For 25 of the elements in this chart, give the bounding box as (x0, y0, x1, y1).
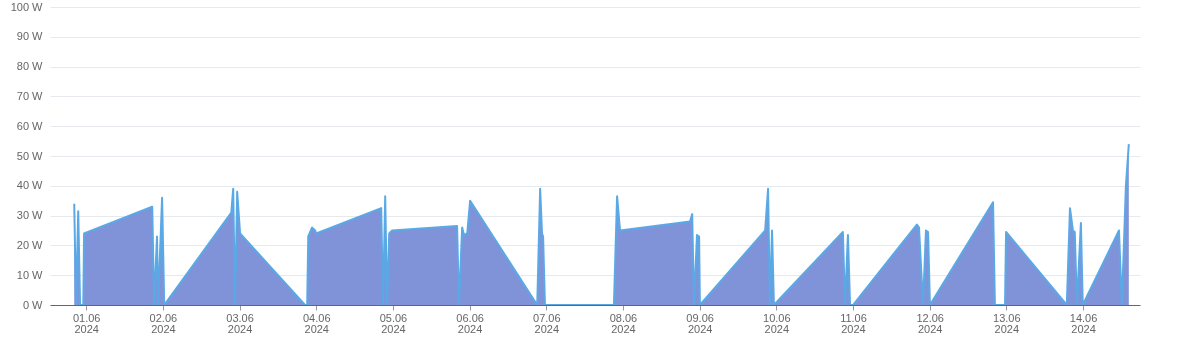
x-tick-label: 11.06 2024 (840, 311, 867, 335)
x-tick-label: 10.06 2024 (763, 311, 791, 335)
y-tick-label: 50 W (16, 149, 44, 162)
y-tick-label: 30 W (16, 209, 44, 222)
x-tick-label: 01.06 2024 (72, 311, 101, 335)
y-tick-label: 70 W (16, 89, 44, 102)
x-tick-label: 08.06 2024 (609, 311, 638, 335)
x-tick-label: 02.06 2024 (149, 311, 178, 335)
y-tick-label: 20 W (16, 238, 44, 251)
y-tick-label: 60 W (16, 119, 44, 132)
x-tick-label: 04.06 2024 (302, 311, 331, 335)
x-tick-label: 14.06 2024 (1069, 311, 1098, 335)
x-tick-label: 07.06 2024 (533, 311, 561, 335)
x-tick-label: 12.06 2024 (916, 311, 944, 335)
y-tick-label: 10 W (16, 268, 44, 281)
x-tick-label: 05.06 2024 (379, 311, 408, 335)
x-tick-label: 13.06 2024 (993, 311, 1021, 335)
y-tick-label: 40 W (16, 179, 44, 192)
x-tick-label: 09.06 2024 (686, 311, 714, 335)
y-tick-label: 90 W (16, 30, 44, 43)
y-tick-label: 80 W (16, 60, 44, 73)
y-tick-label: 0 W (22, 298, 44, 311)
x-tick-label: 06.06 2024 (456, 311, 484, 335)
x-tick-label: 03.06 2024 (226, 311, 254, 335)
y-tick-label: 100 W (10, 0, 44, 13)
